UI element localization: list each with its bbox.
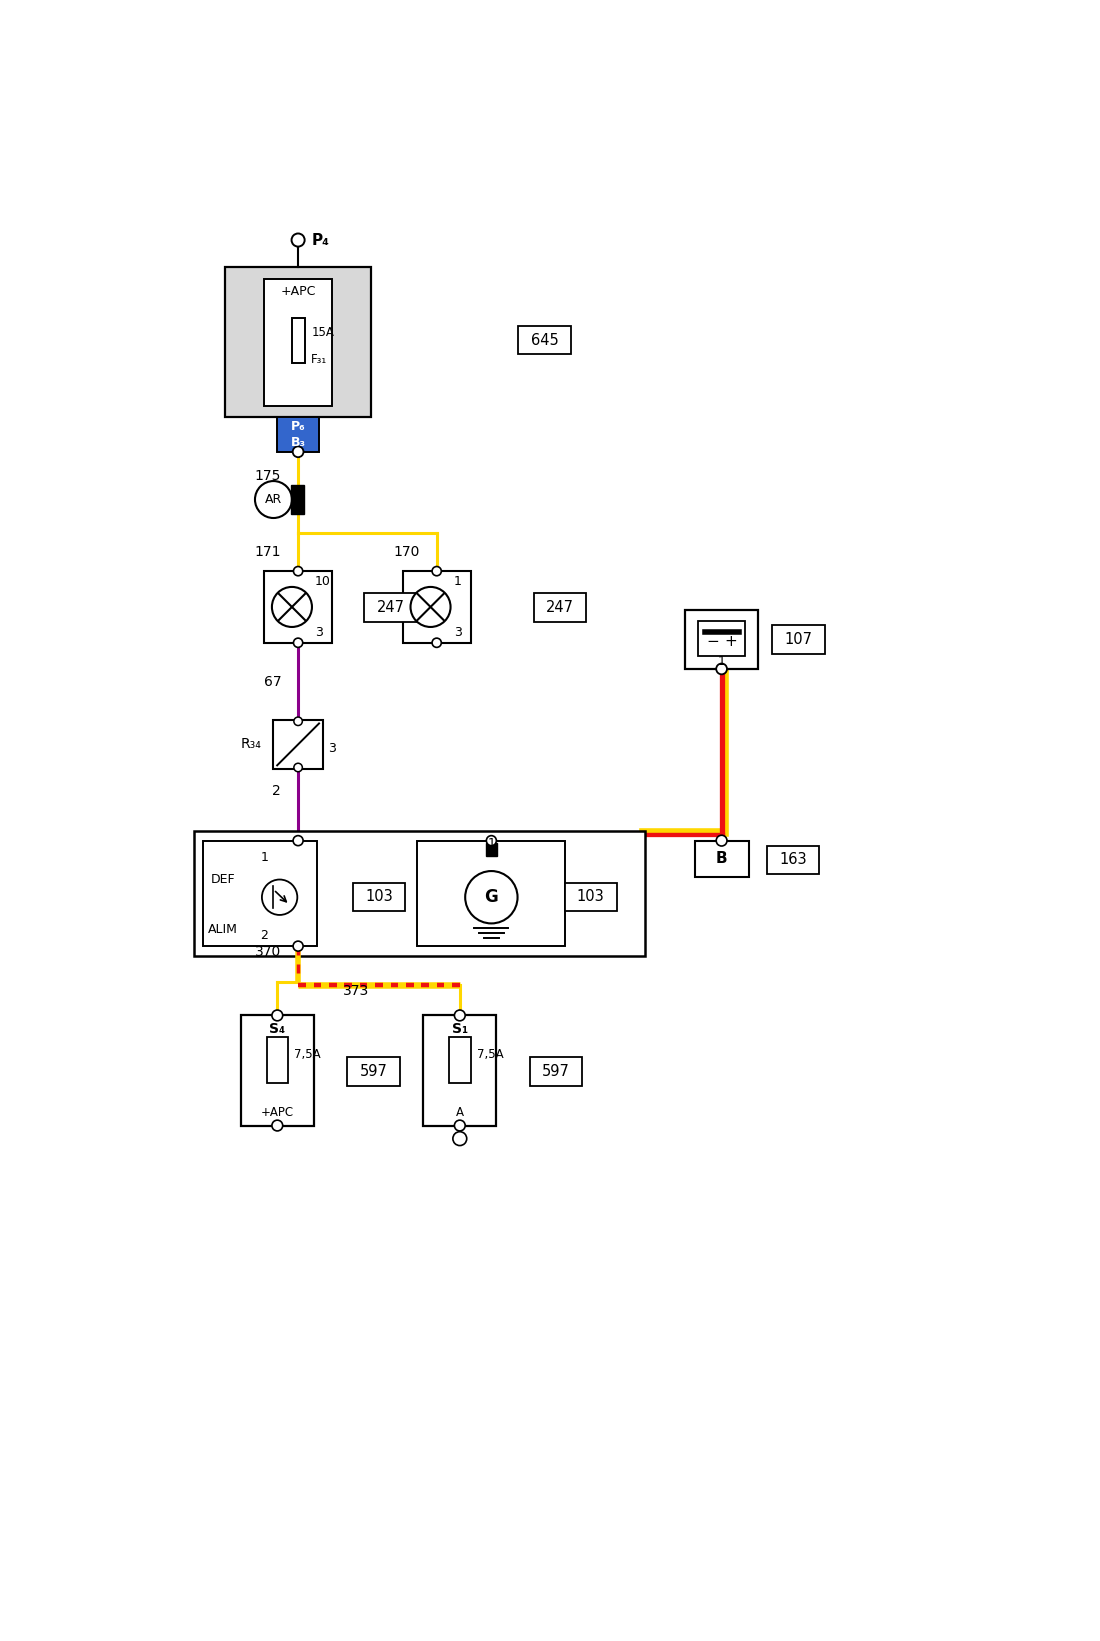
Bar (530, 1057, 582, 1086)
Text: 170: 170 (394, 545, 420, 560)
Circle shape (262, 880, 297, 916)
Text: S₄: S₄ (270, 1021, 285, 1035)
Circle shape (294, 717, 302, 725)
Bar (348, 1057, 399, 1086)
Text: 3: 3 (328, 742, 336, 755)
Text: R₃₄: R₃₄ (241, 737, 261, 752)
Bar (418, 840, 565, 947)
Text: 247: 247 (376, 601, 405, 615)
Bar (767, 845, 820, 875)
Circle shape (454, 1121, 465, 1131)
Circle shape (465, 871, 517, 924)
Circle shape (432, 566, 441, 576)
Text: 1: 1 (487, 837, 495, 850)
Text: S₁: S₁ (452, 1021, 468, 1035)
Text: 247: 247 (546, 601, 574, 615)
Bar (277, 417, 319, 451)
Circle shape (272, 1121, 283, 1131)
Circle shape (272, 587, 312, 627)
Text: 103: 103 (365, 889, 393, 904)
Bar (241, 1016, 314, 1126)
Text: 1: 1 (261, 852, 268, 865)
Circle shape (293, 835, 304, 845)
Bar (534, 592, 586, 622)
Text: 3: 3 (453, 627, 462, 640)
Bar (264, 571, 332, 643)
Text: P₆: P₆ (290, 420, 306, 433)
Text: 2: 2 (273, 784, 282, 799)
Bar (564, 883, 617, 911)
Bar (292, 484, 305, 514)
Text: +: + (725, 633, 737, 648)
Text: 10: 10 (315, 576, 331, 589)
Bar (403, 571, 471, 643)
Text: 597: 597 (542, 1063, 570, 1080)
Text: 103: 103 (576, 889, 605, 904)
Circle shape (293, 446, 304, 458)
Text: 1: 1 (453, 576, 462, 589)
Bar (204, 840, 318, 947)
Circle shape (486, 835, 496, 845)
Text: DEF: DEF (210, 873, 235, 886)
Circle shape (292, 233, 305, 246)
Bar (274, 720, 322, 770)
Text: ALIM: ALIM (208, 922, 238, 935)
Bar (266, 1037, 288, 1083)
Text: 645: 645 (530, 333, 559, 348)
Text: G: G (484, 888, 498, 906)
Circle shape (294, 566, 302, 576)
Bar (195, 830, 645, 957)
Bar (772, 625, 825, 653)
Circle shape (294, 638, 302, 647)
Bar (424, 1016, 496, 1126)
Text: B₃: B₃ (290, 437, 306, 450)
Circle shape (454, 1011, 465, 1021)
Circle shape (255, 481, 292, 519)
Text: 107: 107 (784, 632, 813, 647)
Text: AR: AR (265, 492, 282, 505)
Text: A: A (455, 1106, 464, 1119)
Circle shape (272, 1011, 283, 1021)
Text: 1: 1 (717, 655, 726, 668)
Text: −: − (706, 633, 718, 648)
Text: 2: 2 (261, 929, 268, 942)
Text: 3: 3 (315, 627, 323, 640)
Text: 163: 163 (780, 852, 807, 868)
Bar (685, 610, 758, 670)
Bar (226, 267, 372, 417)
Text: 15A: 15A (311, 327, 334, 340)
Text: +APC: +APC (261, 1106, 294, 1119)
Bar (518, 327, 571, 354)
Text: 373: 373 (343, 985, 368, 998)
Circle shape (293, 942, 304, 952)
Circle shape (294, 763, 302, 771)
Bar (449, 1037, 471, 1083)
Text: 370: 370 (255, 945, 282, 960)
Text: 175: 175 (255, 469, 282, 482)
Text: 171: 171 (255, 545, 282, 560)
Bar (353, 883, 405, 911)
Circle shape (432, 638, 441, 647)
Circle shape (716, 835, 727, 847)
Bar (695, 840, 748, 876)
Text: 67: 67 (264, 674, 282, 689)
Bar (697, 622, 746, 656)
Circle shape (716, 663, 727, 674)
Text: +APC: +APC (280, 286, 316, 299)
Text: 7,5A: 7,5A (295, 1049, 321, 1062)
Text: F₃₁: F₃₁ (311, 353, 328, 366)
Bar (292, 318, 305, 363)
Text: P₄: P₄ (311, 233, 329, 248)
Circle shape (410, 587, 451, 627)
Text: 597: 597 (360, 1063, 387, 1080)
Text: 7,5A: 7,5A (476, 1049, 504, 1062)
Circle shape (453, 1132, 466, 1145)
Bar (485, 843, 497, 857)
Text: B: B (716, 852, 727, 866)
Bar (264, 279, 332, 405)
Bar (364, 592, 417, 622)
